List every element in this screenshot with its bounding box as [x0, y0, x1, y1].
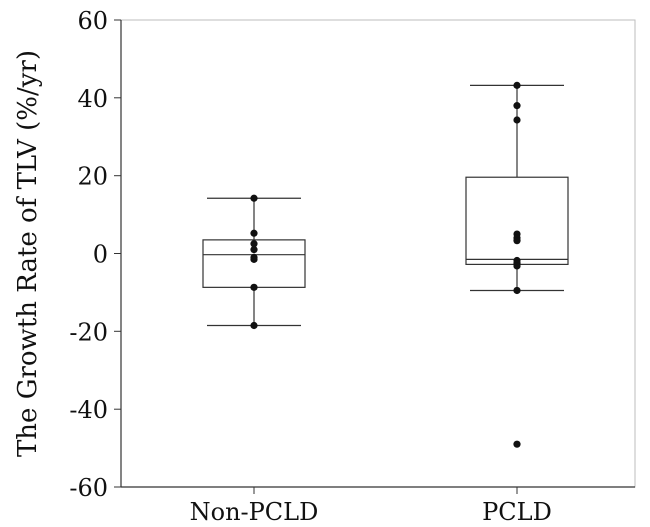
data-point	[250, 229, 258, 237]
boxes-layer	[202, 81, 569, 448]
y-tick-0: 0	[93, 241, 121, 269]
data-point	[250, 283, 258, 291]
y-tick-minus-60: -60	[69, 474, 121, 502]
y-axis-title: The Growth Rate of TLV (%/yr)	[13, 50, 43, 457]
x-tick-non-pcld: Non-PCLD	[190, 487, 319, 526]
data-point	[513, 440, 521, 448]
y-tick-label: 20	[77, 163, 108, 191]
data-point	[250, 240, 258, 248]
data-point	[513, 81, 521, 89]
data-point	[250, 321, 258, 330]
data-point	[513, 262, 521, 270]
box-group-pcld	[465, 81, 569, 448]
y-tick-minus-20: -20	[69, 318, 121, 346]
iqr-box	[465, 176, 569, 265]
data-point	[513, 237, 521, 245]
y-tick-label: 0	[93, 241, 108, 269]
y-tick-label: 40	[77, 85, 108, 113]
y-tick-20: 20	[77, 163, 121, 191]
y-tick-60: 60	[77, 7, 121, 35]
y-tick-label: 60	[77, 7, 108, 35]
data-point	[250, 255, 258, 263]
data-point	[250, 194, 258, 202]
x-axis-ticks: Non-PCLD PCLD	[190, 487, 552, 526]
x-tick-label-non-pcld: Non-PCLD	[190, 498, 319, 526]
x-tick-label-pcld: PCLD	[482, 498, 552, 526]
y-tick-label: -40	[69, 396, 108, 424]
y-tick-40: 40	[77, 85, 121, 113]
y-tick-label: -60	[69, 474, 108, 502]
data-point	[250, 246, 258, 254]
y-axis-ticks: 60 40 20 0 -20 -40 -60	[69, 7, 121, 502]
data-point	[513, 286, 521, 295]
data-point	[513, 116, 521, 124]
y-tick-label: -20	[69, 318, 108, 346]
x-tick-pcld: PCLD	[482, 487, 552, 526]
data-point	[513, 102, 521, 110]
y-tick-minus-40: -40	[69, 396, 121, 424]
box-group-non-pcld	[202, 194, 306, 330]
